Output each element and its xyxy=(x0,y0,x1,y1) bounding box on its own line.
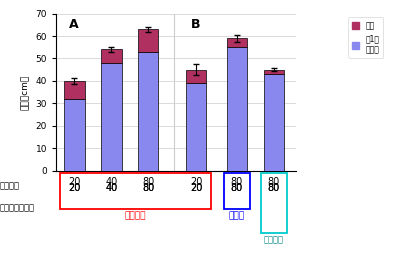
Bar xyxy=(186,83,206,171)
Bar xyxy=(101,50,122,63)
Text: 40: 40 xyxy=(105,183,118,193)
Text: 20: 20 xyxy=(68,183,81,193)
Text: 80: 80 xyxy=(231,183,243,193)
Text: 80: 80 xyxy=(142,183,154,193)
Text: 20: 20 xyxy=(190,183,202,193)
Text: 80: 80 xyxy=(231,177,243,186)
Text: 量管理: 量管理 xyxy=(229,211,245,220)
Text: 40: 40 xyxy=(105,177,118,186)
Y-axis label: 高さ（cm）: 高さ（cm） xyxy=(21,75,30,110)
Bar xyxy=(186,70,206,83)
Text: 80: 80 xyxy=(268,177,280,186)
Text: 80: 80 xyxy=(142,183,154,193)
Bar xyxy=(138,52,158,171)
Text: 80: 80 xyxy=(142,177,154,186)
Bar xyxy=(264,70,284,74)
Text: 濃度管理: 濃度管理 xyxy=(125,211,146,220)
Bar xyxy=(64,81,85,99)
Bar xyxy=(138,29,158,52)
Text: 栽植密度: 栽植密度 xyxy=(0,182,20,191)
Text: 80: 80 xyxy=(231,183,243,193)
Legend: 草丈, 第1果
房まで: 草丈, 第1果 房まで xyxy=(348,17,383,58)
Text: B: B xyxy=(191,18,200,31)
Bar xyxy=(64,99,85,171)
Text: A: A xyxy=(69,18,78,31)
Text: 40: 40 xyxy=(105,183,118,193)
Text: 80: 80 xyxy=(268,183,280,193)
Text: 20: 20 xyxy=(190,183,202,193)
Bar xyxy=(264,74,284,171)
Bar xyxy=(227,47,247,171)
Text: 夜間断水: 夜間断水 xyxy=(264,236,284,245)
Text: 80: 80 xyxy=(268,183,280,193)
Text: （本／パネル）: （本／パネル） xyxy=(0,203,35,212)
Bar xyxy=(101,63,122,171)
Text: 20: 20 xyxy=(68,183,81,193)
Bar xyxy=(227,38,247,47)
Text: 20: 20 xyxy=(190,177,202,186)
Text: 20: 20 xyxy=(68,177,81,186)
